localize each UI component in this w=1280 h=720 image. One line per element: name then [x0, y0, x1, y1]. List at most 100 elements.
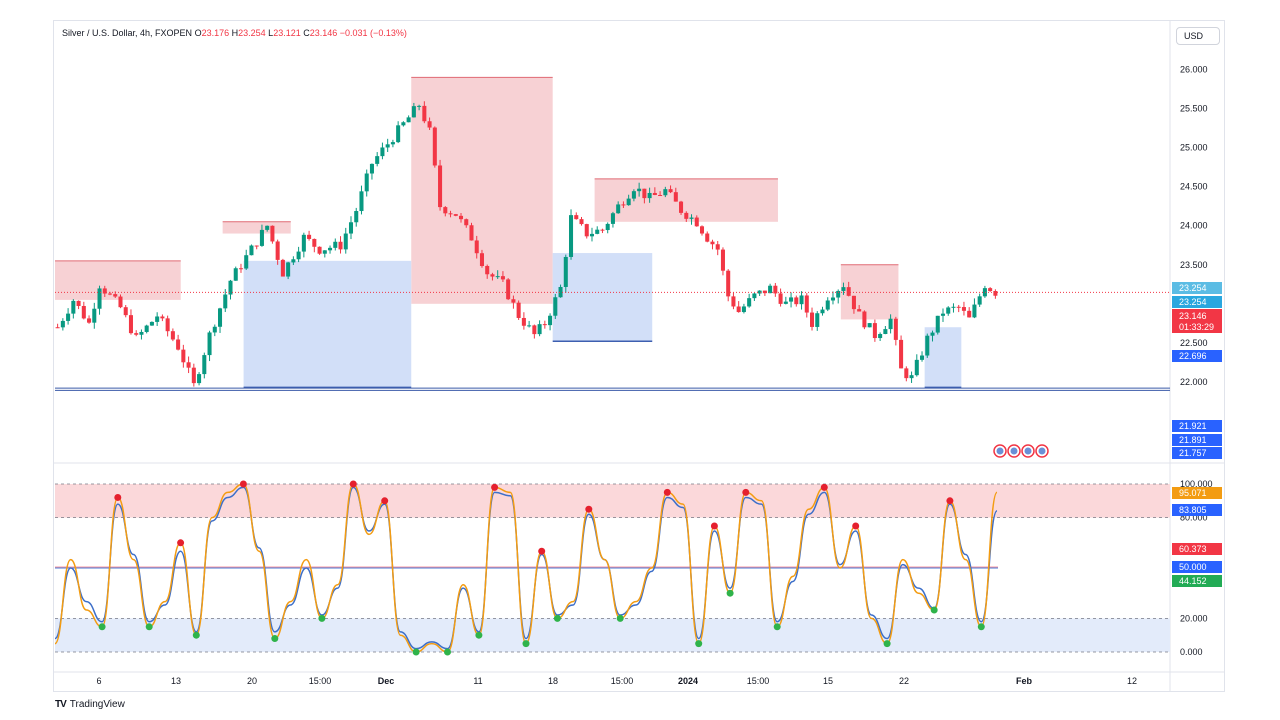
zone-price-label: 22.696 — [1179, 351, 1207, 361]
time-tick-label: 12 — [1127, 676, 1137, 686]
candle-body — [600, 229, 605, 231]
candle-body — [862, 311, 867, 328]
candle-body — [940, 313, 946, 316]
candle-body — [81, 305, 86, 319]
candle-body — [233, 268, 238, 281]
candle-body — [579, 219, 584, 225]
candle-body — [899, 339, 904, 369]
stoch-buy-signal — [930, 606, 938, 614]
stoch-value-label: 83.805 — [1179, 505, 1207, 515]
candle-body — [673, 192, 678, 202]
stoch-buy-signal — [726, 589, 734, 597]
stoch-buy-signal — [773, 623, 781, 631]
stoch-sell-signal — [239, 480, 247, 488]
candle-body — [904, 368, 909, 379]
candle-body — [60, 320, 65, 328]
symbol-name[interactable]: Silver / U.S. Dollar, 4h, FXOPEN — [62, 28, 193, 38]
candle-body — [574, 215, 579, 220]
candle-body — [322, 250, 327, 254]
candle-body — [464, 219, 469, 226]
high-value: 23.254 — [238, 28, 266, 38]
candle-body — [458, 215, 464, 220]
candle-body — [369, 163, 374, 174]
stoch-value-label-bg — [1172, 487, 1222, 499]
candle-body — [605, 223, 610, 231]
candle-body — [438, 165, 443, 208]
candle-body — [815, 313, 820, 327]
candle-body — [170, 331, 175, 340]
candle-body — [914, 359, 919, 376]
stoch-sell-signal — [349, 480, 357, 488]
candle-body — [736, 306, 741, 313]
candle-body — [218, 308, 223, 327]
price-tick-label: 24.000 — [1180, 221, 1208, 231]
candle-body — [500, 276, 505, 280]
candle-body — [804, 295, 809, 313]
stoch-sell-signal — [742, 488, 750, 496]
flag-icon — [996, 447, 1004, 455]
stoch-buy-signal — [412, 648, 420, 656]
candle-body — [893, 318, 898, 340]
candle-body — [548, 315, 553, 326]
change-value: −0.031 (−0.13%) — [339, 28, 407, 38]
candle-body — [92, 308, 97, 323]
candle-body — [128, 315, 133, 334]
stoch-value-label-bg — [1172, 561, 1222, 573]
stoch-buy-signal — [883, 640, 891, 648]
last-price-label-bg — [1172, 309, 1222, 333]
stoch-buy-signal — [522, 640, 530, 648]
candle-body — [280, 259, 285, 277]
candle-body — [532, 325, 537, 335]
candle-body — [652, 192, 657, 196]
candle-body — [773, 285, 778, 294]
stoch-sell-signal — [114, 493, 122, 501]
candle-body — [794, 297, 799, 305]
candle-body — [417, 105, 422, 107]
candle-body — [390, 142, 395, 145]
tradingview-brand[interactable]: TV TradingView — [55, 699, 125, 710]
candle-body — [469, 225, 474, 241]
price-tick-label: 25.500 — [1180, 104, 1208, 114]
stoch-buy-signal — [553, 614, 561, 622]
stoch-tick-label: 0.000 — [1180, 647, 1203, 657]
candle-body — [956, 306, 961, 308]
high-price-label-bg — [1172, 282, 1222, 294]
time-tick-label: 22 — [899, 676, 909, 686]
stoch-sell-signal — [820, 483, 828, 491]
candle-body — [212, 326, 217, 333]
candle-body — [191, 367, 196, 384]
candle-body — [249, 245, 254, 256]
candle-body — [872, 323, 877, 339]
candle-body — [87, 318, 92, 323]
stoch-sell-signal — [710, 522, 718, 530]
currency-selector[interactable]: USD — [1176, 27, 1220, 45]
candle-body — [343, 233, 348, 250]
candle-body — [689, 217, 694, 219]
candle-body — [55, 327, 60, 329]
stoch-value-label: 95.071 — [1179, 488, 1207, 498]
last-price-label: 23.146 — [1179, 311, 1207, 321]
candle-body — [699, 226, 705, 234]
candle-body — [359, 191, 364, 212]
support-price-label-bg — [1172, 420, 1222, 432]
candle-body — [584, 224, 589, 237]
candle-body — [265, 225, 270, 230]
candle-body — [244, 255, 249, 269]
candle-body — [176, 339, 181, 350]
candle-body — [925, 335, 930, 356]
candle-body — [296, 251, 301, 260]
overbought-band — [55, 484, 1170, 518]
supply-zone — [411, 77, 553, 304]
candle-body — [857, 309, 862, 312]
candle-body — [380, 147, 385, 157]
stoch-buy-signal — [318, 614, 326, 622]
candle-body — [338, 241, 343, 250]
open-value: 23.176 — [201, 28, 230, 38]
stoch-buy-signal — [271, 635, 279, 643]
candle-body — [521, 317, 526, 326]
flag-icon — [1010, 447, 1018, 455]
candle-body — [102, 288, 107, 294]
candle-body — [878, 334, 883, 339]
candle-body — [348, 222, 354, 234]
